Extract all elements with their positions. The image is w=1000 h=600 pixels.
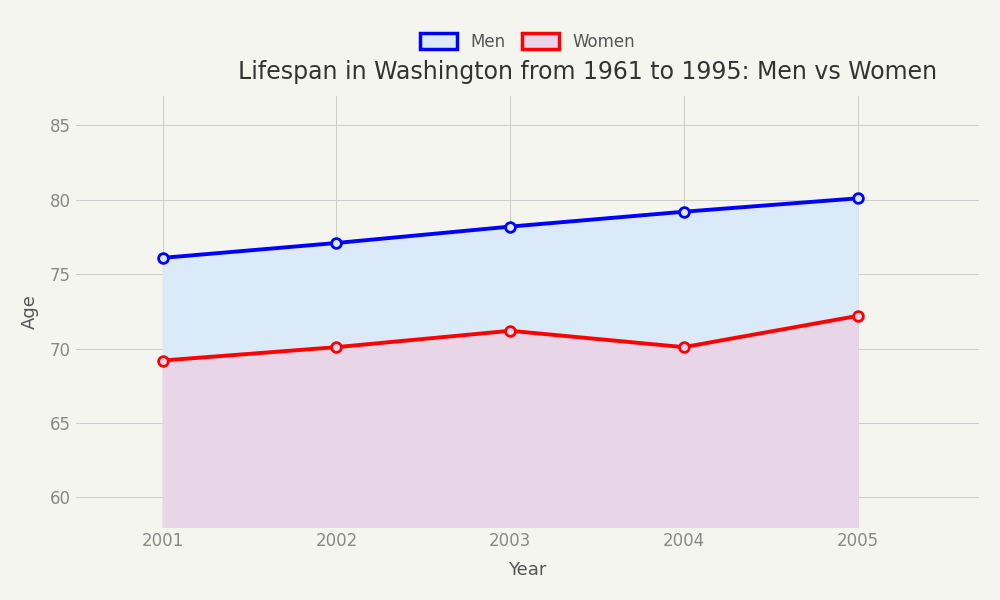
Y-axis label: Age: Age: [21, 294, 39, 329]
Legend: Men, Women: Men, Women: [414, 26, 641, 58]
Text: Lifespan in Washington from 1961 to 1995: Men vs Women: Lifespan in Washington from 1961 to 1995…: [238, 60, 938, 84]
X-axis label: Year: Year: [508, 561, 547, 579]
